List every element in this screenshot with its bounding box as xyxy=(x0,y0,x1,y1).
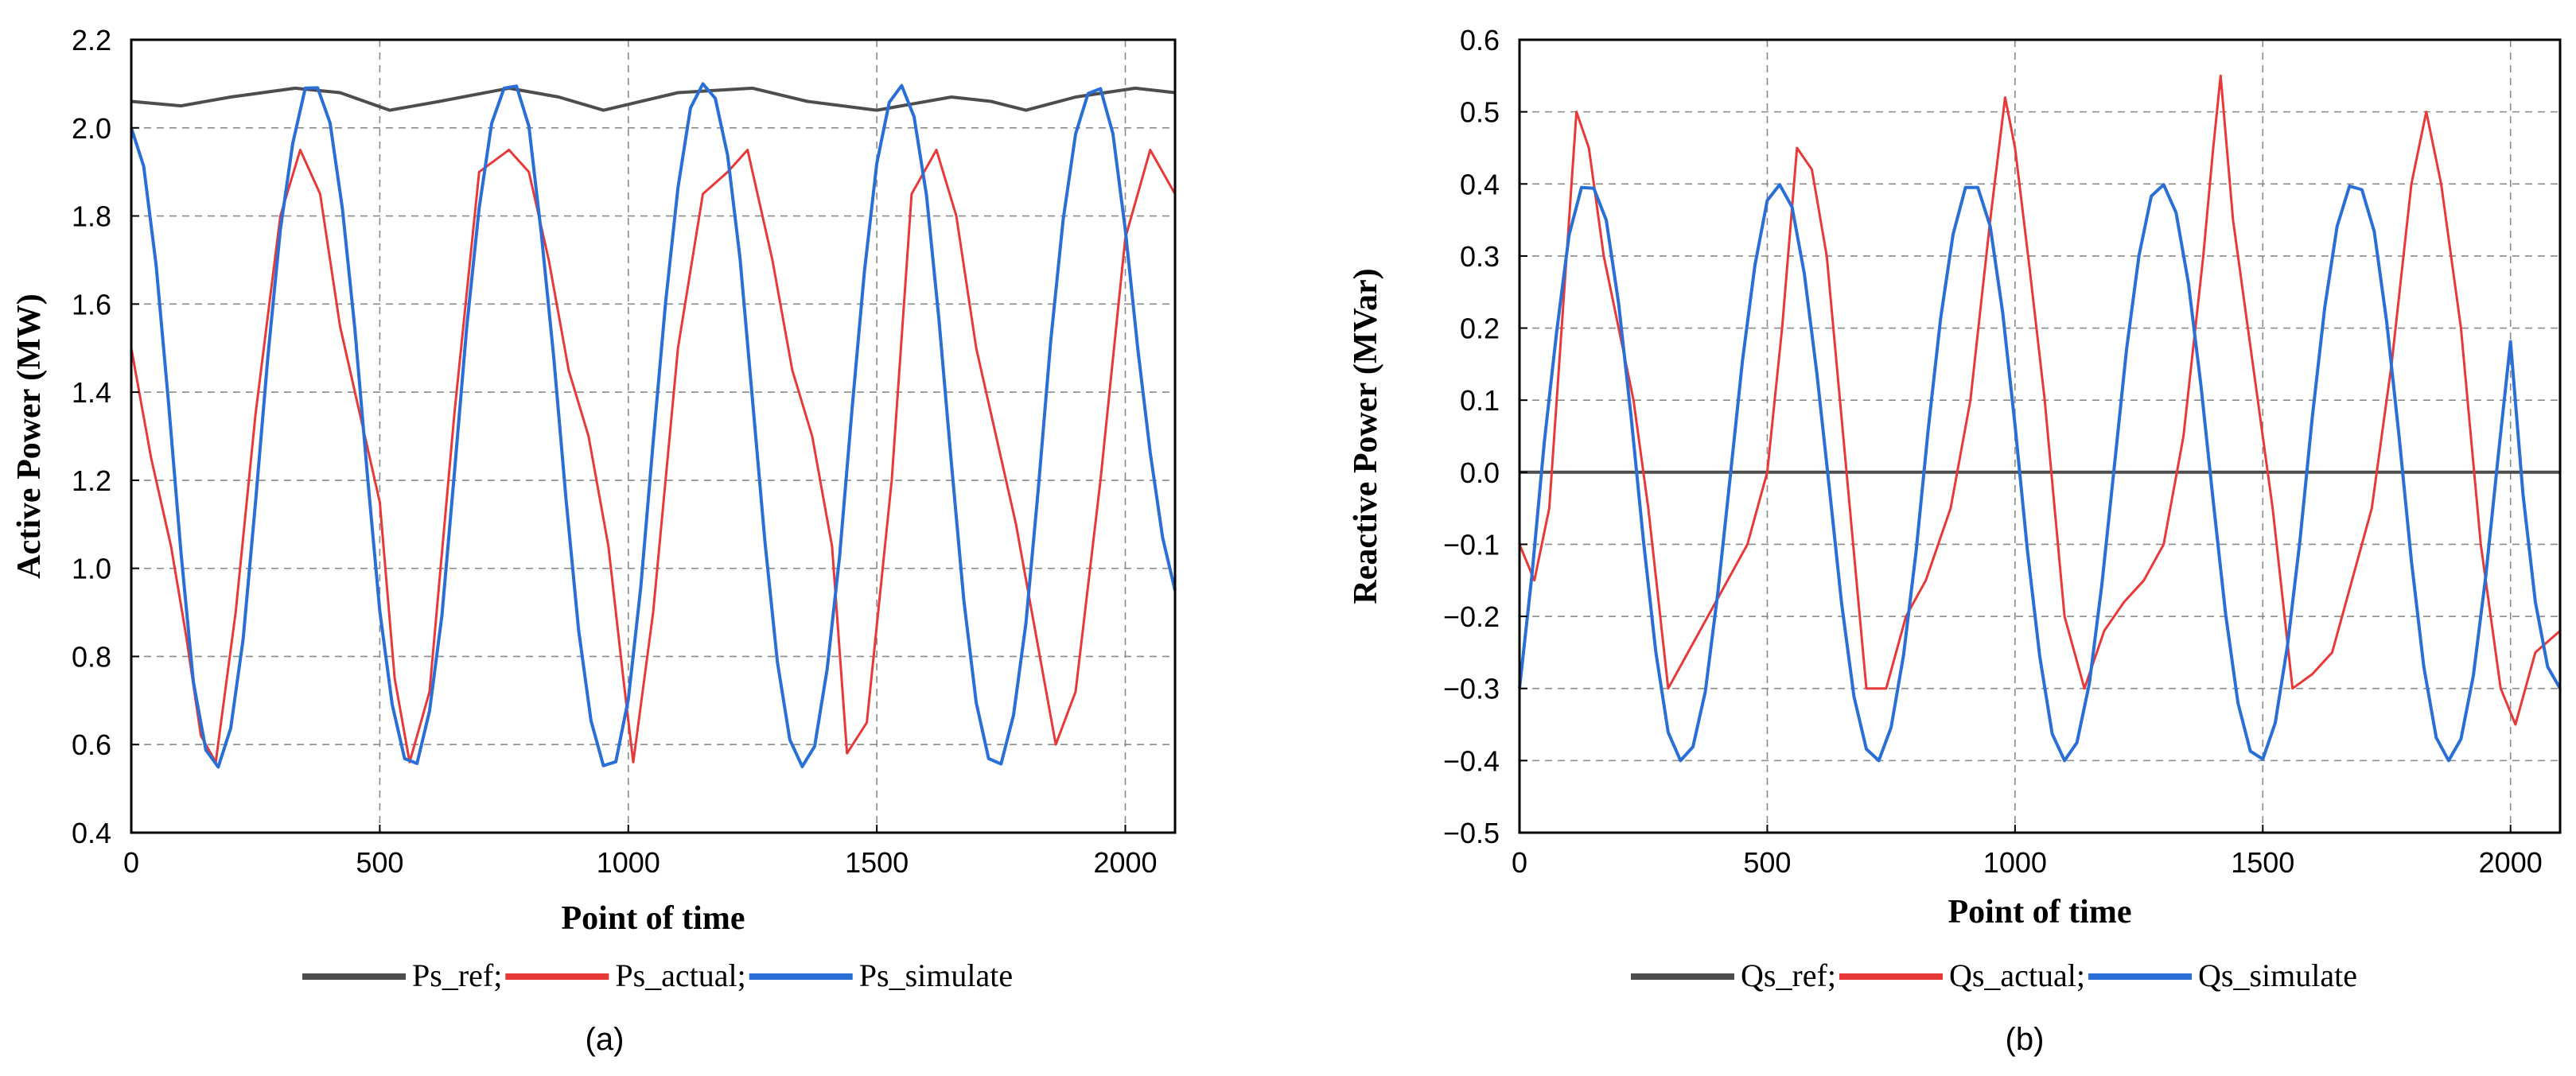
y-tick-label: 2.0 xyxy=(72,112,111,145)
y-tick-label: 0.2 xyxy=(1460,313,1500,345)
series-line-qs-simulate xyxy=(1518,183,2562,763)
y-tick-label: 0.6 xyxy=(72,728,111,761)
series-line-ps-actual xyxy=(130,149,1177,763)
figure-caption: (a) xyxy=(586,1022,625,1057)
x-tick-label: 1500 xyxy=(2231,846,2294,879)
legend-label: Qs_simulate xyxy=(2198,958,2357,993)
y-axis-title: Active Power (MW) xyxy=(11,293,48,578)
y-tick-label: 0.1 xyxy=(1460,384,1500,417)
x-tick-label: 2000 xyxy=(2479,846,2543,879)
y-tick-label: 0.4 xyxy=(72,817,111,849)
legend-label: Qs_actual; xyxy=(1949,958,2085,993)
legend: Qs_ref; Qs_actual; Qs_simulate xyxy=(1631,958,2357,993)
legend-label: Ps_simulate xyxy=(859,958,1013,993)
legend: Ps_ref; Ps_actual; Ps_simulate xyxy=(302,958,1013,993)
y-tick-label: 1.0 xyxy=(72,553,111,585)
y-tick-label: 0.5 xyxy=(1460,96,1500,129)
x-axis-title: Point of time xyxy=(1948,894,2132,930)
y-tick-label: 0.0 xyxy=(1460,456,1500,489)
y-tick-label: 0.8 xyxy=(72,640,111,673)
y-tick-label: −0.1 xyxy=(1443,528,1500,561)
y-tick-label: 1.8 xyxy=(72,200,111,233)
x-tick-label: 500 xyxy=(1743,846,1791,879)
y-tick-label: 0.4 xyxy=(1460,168,1500,200)
x-tick-label: 1000 xyxy=(597,846,660,879)
y-tick-label: −0.3 xyxy=(1443,673,1500,705)
y-axis-title: Reactive Power (MVar) xyxy=(1348,268,1384,604)
y-tick-label: −0.5 xyxy=(1443,817,1500,849)
y-tick-label: 2.2 xyxy=(72,24,111,56)
x-axis-title: Point of time xyxy=(562,900,745,937)
y-tick-label: 1.6 xyxy=(72,288,111,320)
series-line-qs-actual xyxy=(1518,74,2561,726)
x-tick-label: 500 xyxy=(356,846,403,879)
x-tick-label: 2000 xyxy=(1093,846,1157,879)
series-line-ps-ref xyxy=(130,86,1176,112)
x-tick-label: 1500 xyxy=(845,846,909,879)
x-tick-label: 0 xyxy=(1512,846,1527,879)
y-tick-label: −0.2 xyxy=(1443,600,1500,633)
series-line-ps-simulate xyxy=(130,82,1177,769)
plot-frame xyxy=(1518,38,2562,834)
y-tick-label: 1.4 xyxy=(72,376,111,409)
chart-b: 0 500 1000 1500 2000 −0.5 −0.4 −0.3 −0.2 −0.1 0.0 0… xyxy=(1348,24,2562,1057)
y-tick-label: 0.3 xyxy=(1460,240,1500,273)
chart-a: 0 500 1000 1500 2000 0.4 0.6 0.8 1.0 1.2 1.4 1.6 1.8… xyxy=(11,24,1177,1057)
figure-caption: (b) xyxy=(2006,1022,2045,1057)
y-tick-label: −0.4 xyxy=(1443,744,1500,777)
legend-label: Ps_ref; xyxy=(412,958,502,993)
legend-label: Qs_ref; xyxy=(1741,958,1836,993)
y-tick-label: 0.6 xyxy=(1460,24,1500,56)
y-tick-label: 1.2 xyxy=(72,464,111,497)
legend-label: Ps_actual; xyxy=(615,958,745,993)
x-tick-label: 1000 xyxy=(1983,846,2047,879)
x-tick-label: 0 xyxy=(123,846,139,879)
plot-frame xyxy=(130,38,1177,834)
